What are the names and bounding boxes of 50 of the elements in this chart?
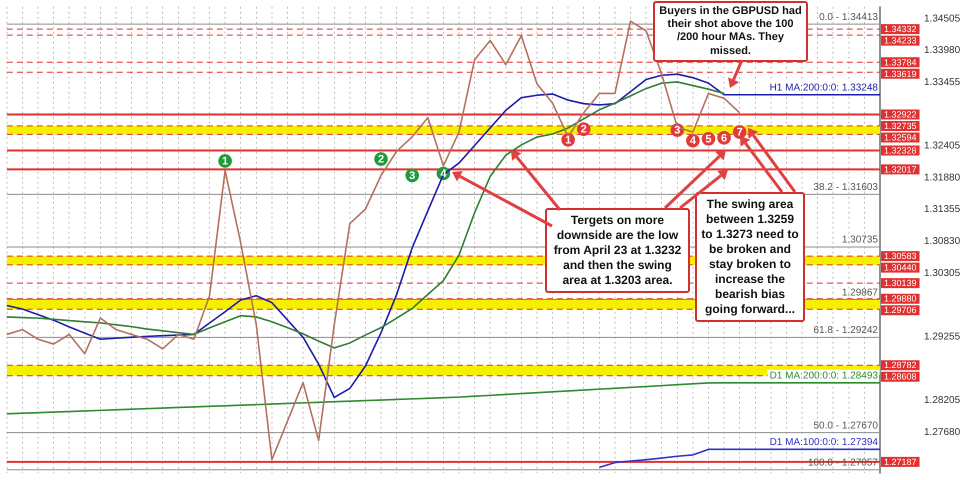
annotation: Buyers in the GBPUSD had their shot above the 100 /200 hour MAs. They missed.	[653, 1, 808, 62]
series-label: H1 MA:200:0:0: 1.33248	[770, 82, 878, 94]
y-tick-label: 1.27680	[924, 426, 961, 438]
series-label: D1 MA:200:0:0: 1.28493	[770, 370, 878, 382]
annotation: 3	[409, 170, 416, 182]
annotation: 50.0 - 1.27670	[814, 420, 878, 432]
annotation: 0.0 - 1.34413	[819, 12, 878, 23]
ref-line-label: 1.30583	[884, 251, 917, 262]
ref-line-label: 1.29706	[884, 305, 917, 316]
ref-line-label: 1.32017	[884, 164, 917, 174]
annotation: 4	[690, 135, 697, 148]
y-tick-label: 1.30830	[924, 236, 961, 247]
ref-line-label: 1.28782	[884, 360, 917, 370]
y-tick-label: 1.29255	[924, 331, 961, 342]
ref-line-label: 1.27187	[884, 456, 917, 467]
ref-line-label: 1.28608	[884, 372, 917, 382]
ref-line-label: 1.32328	[884, 145, 917, 156]
annotation: Tergets on more downside are the low from April 23 at 1.3232 and then the swing area at 1.3203 area.	[545, 208, 690, 293]
ref-line-label: 1.32735	[884, 120, 917, 131]
series-label: D1 MA:100:0:0: 1.27394	[770, 437, 878, 448]
y-tick-label: 1.33980	[924, 45, 961, 56]
annotation: The swing area between 1.3259 to 1.3273 need to be broken and stay broken to increase the bearish bias going forward...	[695, 192, 805, 322]
annotation: 1.29867	[842, 287, 878, 298]
y-tick-label: 1.28205	[924, 394, 961, 406]
annotation: 6	[721, 132, 728, 144]
annotation: 2	[580, 124, 587, 136]
y-tick-label: 1.32405	[924, 140, 961, 152]
ref-line-label: 1.33619	[884, 68, 917, 79]
annotation: 1	[565, 134, 572, 146]
y-tick-label: 1.34505	[924, 13, 961, 24]
annotation: 38.2 - 1.31603	[814, 182, 878, 194]
ref-line-label: 1.29880	[884, 294, 917, 304]
annotation: 1.30735	[842, 234, 878, 246]
y-tick-label: 1.31355	[924, 204, 961, 216]
annotation: 5	[705, 133, 712, 146]
ref-line-label: 1.34332	[884, 24, 917, 34]
y-tick-label: 1.33455	[924, 76, 961, 88]
annotation: 1	[222, 155, 228, 168]
annotation: 2	[378, 154, 384, 166]
annotation: 61.8 - 1.29242	[814, 325, 878, 336]
ref-line-label: 1.32594	[884, 132, 917, 142]
ref-line-label: 1.30139	[884, 278, 917, 288]
y-tick-label: 1.30305	[924, 268, 961, 279]
ref-line-label: 1.32922	[884, 109, 917, 120]
annotation: 7	[736, 126, 743, 139]
annotation: 3	[674, 124, 680, 137]
ref-line-label: 1.30440	[884, 262, 917, 273]
y-tick-label: 1.31880	[924, 172, 961, 184]
ref-line-label: 1.33784	[884, 57, 917, 68]
ref-line-label: 1.34233	[884, 36, 917, 46]
